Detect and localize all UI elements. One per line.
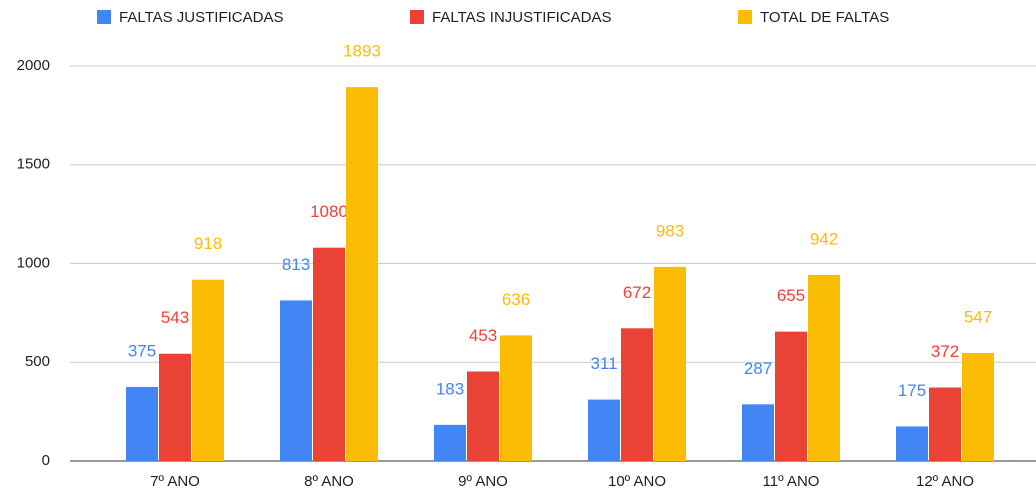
bar: [434, 424, 466, 461]
bar: [159, 353, 191, 461]
bar: [588, 399, 620, 461]
x-tick-label: 8º ANO: [304, 473, 354, 490]
data-label: 453: [469, 326, 497, 345]
x-tick-label: 12º ANO: [916, 473, 974, 490]
bar: [962, 352, 994, 461]
y-tick-label: 0: [42, 452, 50, 469]
bar: [192, 279, 224, 461]
data-label: 672: [623, 283, 651, 302]
data-label: 287: [744, 359, 772, 378]
data-label: 983: [656, 221, 684, 240]
data-label: 942: [810, 229, 838, 248]
bar: [467, 371, 499, 461]
data-label: 175: [898, 381, 926, 400]
y-tick-label: 1000: [17, 254, 50, 271]
bar: [775, 331, 807, 461]
data-label: 372: [931, 342, 959, 361]
legend-label: FALTAS INJUSTIFICADAS: [432, 9, 611, 26]
y-tick-label: 1500: [17, 156, 50, 173]
data-label: 813: [282, 255, 310, 274]
data-label: 547: [964, 307, 992, 326]
data-label: 183: [436, 379, 464, 398]
x-tick-label: 9º ANO: [458, 473, 508, 490]
bar: [929, 387, 961, 461]
bar: [313, 247, 345, 461]
legend-swatch: [410, 10, 424, 24]
bar: [126, 386, 158, 461]
bar: [896, 426, 928, 461]
x-tick-label: 11º ANO: [763, 473, 820, 490]
x-tick-label: 10º ANO: [608, 473, 666, 490]
bar: [742, 404, 774, 461]
legend-swatch: [97, 10, 111, 24]
data-label: 311: [590, 354, 617, 373]
bar: [346, 87, 378, 461]
bar: [654, 266, 686, 461]
y-tick-label: 500: [25, 353, 50, 370]
x-tick-label: 7º ANO: [150, 473, 200, 490]
data-label: 1893: [343, 42, 381, 61]
legend-label: TOTAL DE FALTAS: [760, 9, 889, 26]
data-label: 918: [194, 234, 222, 253]
legend-swatch: [738, 10, 752, 24]
legend-label: FALTAS JUSTIFICADAS: [119, 9, 283, 26]
data-label: 543: [161, 308, 189, 327]
bar: [280, 300, 312, 461]
data-label: 1080: [310, 202, 348, 221]
bar: [500, 335, 532, 461]
bar: [808, 274, 840, 461]
data-label: 375: [128, 341, 156, 360]
y-tick-label: 2000: [17, 57, 50, 74]
data-label: 636: [502, 290, 530, 309]
data-label: 655: [777, 286, 805, 305]
bar: [621, 328, 653, 461]
